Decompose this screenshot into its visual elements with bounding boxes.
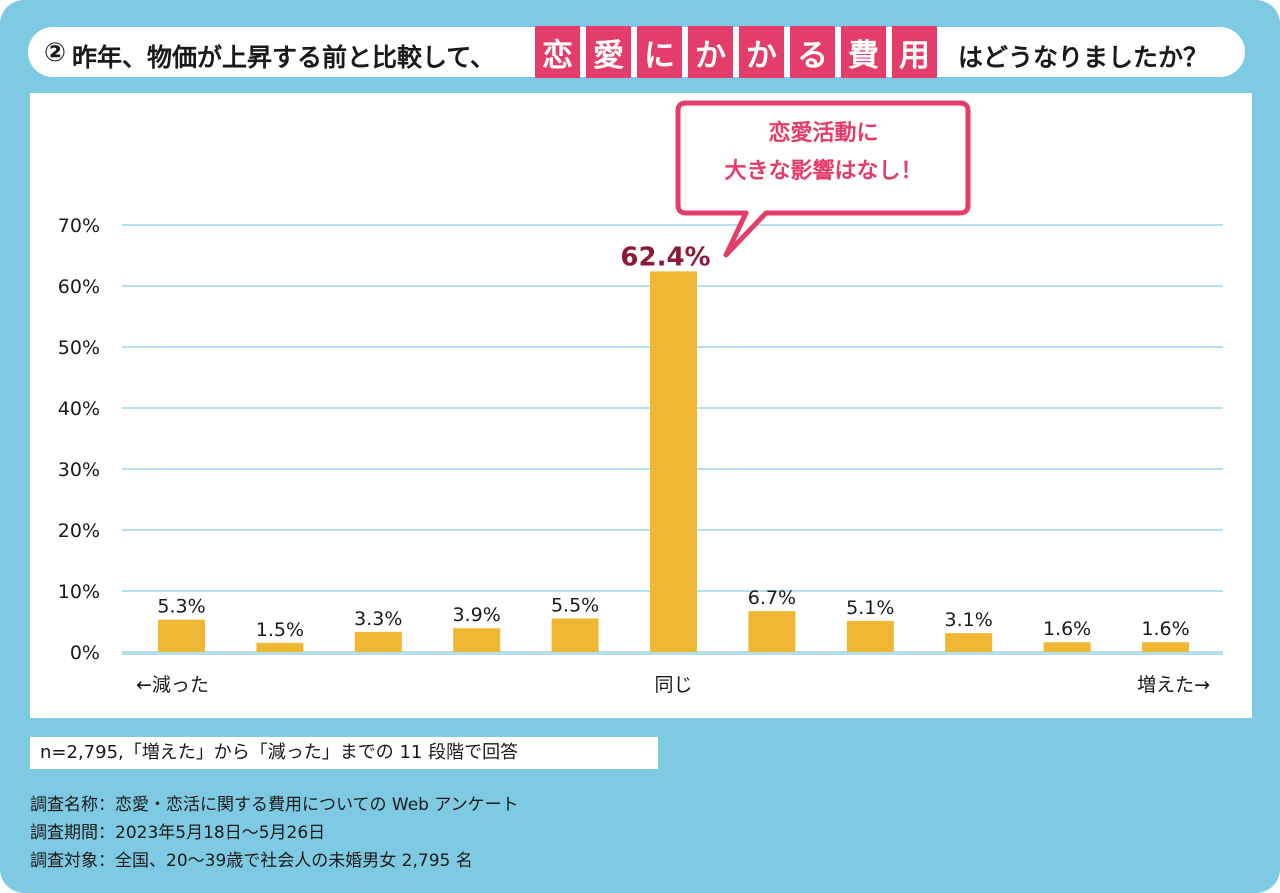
title-highlight-char: 費 (841, 26, 886, 78)
y-tick-label: 70% (58, 215, 100, 237)
y-tick-label: 50% (58, 337, 100, 359)
bar (748, 611, 796, 652)
bar (1043, 642, 1091, 652)
bar (1142, 642, 1189, 652)
data-label: 3.1% (945, 609, 993, 631)
title-highlight-char: か (688, 26, 733, 78)
survey-name: 調査名称：恋愛・恋活に関する費用についての Web アンケート (30, 790, 519, 815)
x-category-label: 同じ (654, 674, 692, 696)
chart-panel: 0% 10% 20% 30% 40% 50% 60% 70% 5.3% 1.5% 3.3% 3.9% 5… (30, 93, 1252, 718)
question-number: ② (44, 38, 67, 68)
callout-text: 恋愛活動に 大きな影響はなし！ (681, 115, 966, 191)
title-highlight-char: 恋 (535, 26, 580, 78)
title-highlight: 恋 愛 に か か る 費 用 (535, 26, 937, 78)
sample-note: n=2,795,「増えた」から「減った」までの 11 段階で回答 (30, 737, 658, 769)
survey-name-label: 調査名称： (30, 795, 115, 815)
bar-chart: 0% 10% 20% 30% 40% 50% 60% 70% 5.3% 1.5% 3.3% 3.9% 5… (58, 215, 1223, 696)
survey-name-value: 恋愛・恋活に関する費用についての Web アンケート (115, 795, 519, 815)
y-tick-label: 60% (58, 276, 100, 298)
y-tick-label: 10% (58, 581, 100, 603)
title-highlight-char: か (739, 26, 784, 78)
survey-target-label: 調査対象： (30, 851, 115, 871)
x-category-label: ←減った (136, 674, 209, 696)
data-label: 1.5% (256, 619, 304, 641)
title-bar (28, 27, 1245, 77)
data-label: 5.5% (551, 594, 599, 616)
title-highlight-char: る (790, 26, 835, 78)
survey-period: 調査期間：2023年5月18日〜5月26日 (30, 818, 325, 843)
title-highlight-char: 用 (892, 26, 937, 78)
bar (354, 631, 402, 652)
bar (945, 633, 993, 652)
data-label: 3.9% (453, 604, 501, 626)
title-highlight-char: 愛 (586, 26, 631, 78)
bar (158, 619, 205, 652)
bar (453, 628, 501, 652)
title-suffix: はどうなりましたか？ (958, 43, 1209, 72)
survey-period-label: 調査期間： (30, 823, 115, 843)
bar (551, 618, 599, 652)
callout-line-2: 大きな影響はなし！ (724, 159, 923, 184)
data-label: 62.4% (620, 242, 710, 272)
title-highlight-char: に (637, 26, 682, 78)
x-category-label: 増えた→ (1137, 674, 1210, 696)
data-label: 5.1% (846, 597, 894, 619)
bar (650, 271, 697, 652)
callout-shape (675, 100, 971, 258)
y-tick-label: 20% (58, 520, 100, 542)
bar (846, 620, 894, 652)
data-label: 1.6% (1043, 618, 1091, 640)
data-label: 6.7% (748, 587, 796, 609)
y-tick-label: 40% (58, 398, 100, 420)
y-tick-label: 0% (70, 642, 100, 664)
data-label: 1.6% (1141, 618, 1189, 640)
title-prefix: 昨年、物価が上昇する前と比較して、 (72, 43, 496, 72)
bar (256, 642, 304, 652)
callout-line-1: 恋愛活動に (768, 121, 879, 146)
y-tick-label: 30% (58, 459, 100, 481)
data-label: 3.3% (354, 608, 402, 630)
survey-target: 調査対象：全国、20〜39歳で社会人の未婚男女 2,795 名 (30, 846, 473, 871)
survey-period-value: 2023年5月18日〜5月26日 (115, 823, 326, 843)
data-label: 5.3% (157, 596, 205, 618)
callout-bubble (675, 100, 971, 258)
survey-target-value: 全国、20〜39歳で社会人の未婚男女 2,795 名 (115, 851, 473, 871)
